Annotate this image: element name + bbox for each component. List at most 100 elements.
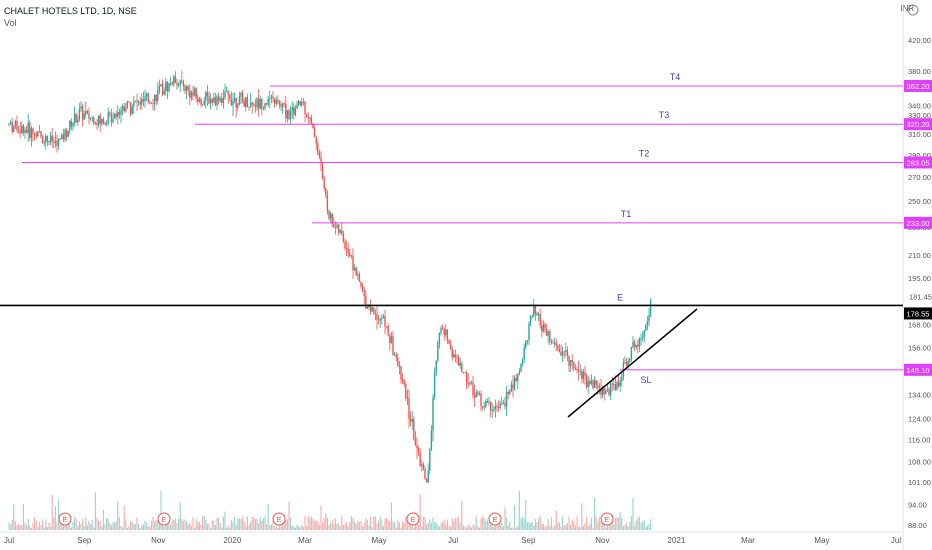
candle-body [241,92,244,101]
volume-bar [194,527,196,530]
earnings-marker[interactable] [600,512,614,526]
volume-bar [597,522,599,530]
candle-body [339,230,341,233]
settings-icon[interactable] [907,4,919,16]
candle-body [193,88,196,96]
candle-body [531,315,533,317]
candle-body [288,110,290,120]
volume-bar [90,524,92,530]
x-tick-label: May [814,536,829,545]
volume-bar [475,516,477,530]
candle-body [160,83,162,87]
candle-body [630,347,633,359]
candle-body [238,96,241,104]
volume-bar [352,517,354,530]
volume-label: Vol [4,18,17,28]
volume-bar [309,518,311,530]
candle-body [105,122,108,125]
earnings-marker[interactable] [157,512,171,526]
candle-body [61,134,63,139]
candle-body [437,343,439,361]
candle-body [574,368,577,370]
candle-body [261,98,263,109]
earnings-marker[interactable] [488,512,502,526]
volume-bar [629,522,631,530]
candle-body [177,84,180,86]
volume-bar [328,524,330,530]
volume-bar [32,522,34,530]
candle-body [577,369,580,372]
volume-bar [456,518,458,530]
volume-bar [533,525,535,530]
volume-bar [128,525,130,530]
volume-bar [200,524,202,530]
volume-bar [333,523,335,530]
volume-bar [171,520,173,530]
volume-bar [35,520,37,530]
candle-body [209,99,212,104]
candle-body [262,108,265,110]
volume-bar [114,522,116,530]
trendline[interactable] [567,308,698,418]
candle-body [152,103,154,105]
volume-bar [253,517,255,530]
volume-bar [430,522,432,530]
volume-bar [416,521,418,530]
candle-body [16,120,18,131]
volume-bar [518,490,520,530]
candle-body [517,373,519,381]
volume-bar [58,499,60,530]
volume-bar [189,523,191,530]
volume-bar [64,522,66,530]
volume-bar [83,526,85,530]
volume-bar [74,516,76,530]
earnings-marker[interactable] [272,512,286,526]
candle-body [541,325,543,332]
volume-bar [240,519,242,530]
volume-bar [120,525,122,530]
volume-bar [490,524,492,530]
candle-body [462,372,465,374]
volume-bar [192,516,194,530]
volume-bar [506,517,508,530]
candle-body [123,106,125,112]
candle-body [395,354,397,358]
candle-body [200,99,202,105]
volume-bar [398,522,400,530]
volume-bar [294,527,296,530]
volume-bar [600,521,602,530]
candle-body [587,381,589,388]
candle-body [246,97,249,107]
earnings-marker[interactable] [58,512,72,526]
volume-bar [282,523,284,530]
volume-bar [96,517,98,530]
volume-bar [301,525,303,530]
y-tick-label: 330.00 [908,111,931,120]
volume-bar [69,525,71,530]
volume-bar [42,520,44,530]
volume-bar [54,505,56,530]
candle-body [37,131,39,137]
candle-body [94,123,97,124]
volume-bar [501,522,503,530]
volume-bar [106,518,108,530]
volume-bar [13,504,15,530]
candle-body [448,340,450,344]
candle-body [590,380,593,385]
candle-body [534,305,537,314]
candle-body [523,347,525,360]
candle-body [619,381,621,387]
candle-body [349,252,351,256]
candle-body [54,140,57,143]
volume-bar [379,517,381,530]
candle-body [259,98,261,109]
candle-body [141,99,143,105]
candle-body [569,359,572,366]
earnings-marker[interactable] [406,512,420,526]
candle-body [635,344,637,348]
volume-bar [138,523,140,530]
candle-body [536,313,538,316]
volume-bar [536,522,538,530]
volume-bar [102,509,104,530]
